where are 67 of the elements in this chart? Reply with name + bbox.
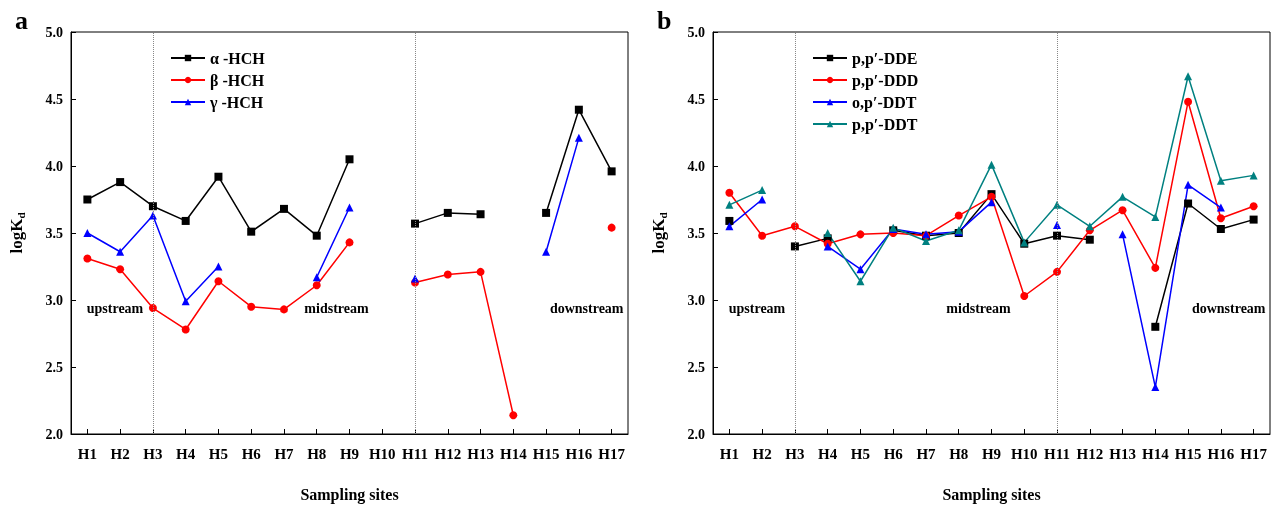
- y-tick-label: 2.0: [687, 426, 705, 442]
- annotation: midstream: [946, 300, 1011, 316]
- x-tick-label: H16: [565, 445, 593, 462]
- x-tick-label: H14: [1141, 445, 1170, 462]
- x-tick-label: H11: [402, 445, 428, 462]
- annotation: upstream: [728, 300, 786, 316]
- x-tick-label: H12: [1076, 445, 1104, 462]
- legend-label: γ -HCH: [209, 93, 264, 112]
- legend-label: p,p′-DDD: [852, 71, 919, 90]
- x-tick-label: H13: [1109, 445, 1136, 462]
- x-tick-label: H6: [241, 445, 262, 462]
- x-tick-label: H15: [532, 445, 560, 462]
- x-axis-title: Sampling sites: [942, 485, 1041, 504]
- x-tick-label: H9: [981, 445, 1002, 462]
- x-tick-label: H1: [77, 445, 97, 462]
- x-tick-label: H4: [176, 445, 196, 462]
- y-tick-label: 5.0: [45, 24, 63, 40]
- x-tick-label: H9: [339, 445, 360, 462]
- y-tick-label: 4.0: [687, 158, 705, 174]
- x-tick-label: H7: [916, 445, 937, 462]
- x-tick-label: H10: [368, 445, 396, 462]
- y-axis-title: logKd: [649, 212, 669, 254]
- x-tick-label: H5: [208, 445, 229, 462]
- annotation: downstream: [549, 300, 624, 316]
- x-tick-label: H4: [818, 445, 838, 462]
- x-tick-label: H5: [850, 445, 871, 462]
- x-tick-label: H1: [719, 445, 739, 462]
- x-tick-label: H15: [1174, 445, 1202, 462]
- y-tick-label: 4.5: [687, 91, 705, 107]
- x-tick-label: H10: [1010, 445, 1038, 462]
- x-axis-title: Sampling sites: [300, 485, 399, 504]
- x-tick-label: H16: [1207, 445, 1235, 462]
- x-tick-label: H3: [785, 445, 805, 462]
- legend-label: p,p′-DDE: [852, 49, 918, 68]
- x-tick-label: H17: [1240, 445, 1268, 462]
- x-tick-label: H7: [274, 445, 295, 462]
- x-tick-label: H12: [434, 445, 462, 462]
- legend-label: α -HCH: [210, 49, 266, 67]
- y-tick-label: 2.5: [687, 359, 705, 375]
- chart-title: a: [15, 5, 28, 35]
- y-tick-label: 3.0: [45, 292, 63, 308]
- x-tick-label: H11: [1044, 445, 1070, 462]
- y-tick-label: 3.5: [687, 225, 705, 241]
- x-tick-label: H13: [467, 445, 494, 462]
- y-tick-label: 3.0: [687, 292, 705, 308]
- x-tick-label: H17: [598, 445, 626, 462]
- y-tick-label: 2.0: [45, 426, 63, 442]
- y-axis-title: logKd: [7, 212, 27, 254]
- y-tick-label: 4.0: [45, 158, 63, 174]
- legend-label: o,p′-DDT: [852, 93, 917, 112]
- annotation: midstream: [304, 300, 369, 316]
- y-tick-label: 5.0: [687, 24, 705, 40]
- y-tick-label: 2.5: [45, 359, 63, 375]
- annotation: upstream: [86, 300, 144, 316]
- chart-title: b: [657, 5, 672, 35]
- x-tick-label: H14: [499, 445, 528, 462]
- y-tick-label: 4.5: [45, 91, 63, 107]
- x-tick-label: H3: [143, 445, 163, 462]
- annotation: downstream: [1191, 300, 1266, 316]
- legend-label: β -HCH: [210, 71, 265, 90]
- x-tick-label: H2: [752, 445, 772, 462]
- legend-label: p,p′-DDT: [852, 115, 918, 134]
- x-tick-label: H8: [307, 445, 327, 462]
- x-tick-label: H2: [110, 445, 130, 462]
- y-tick-label: 3.5: [45, 225, 63, 241]
- x-tick-label: H6: [883, 445, 904, 462]
- x-tick-label: H8: [949, 445, 969, 462]
